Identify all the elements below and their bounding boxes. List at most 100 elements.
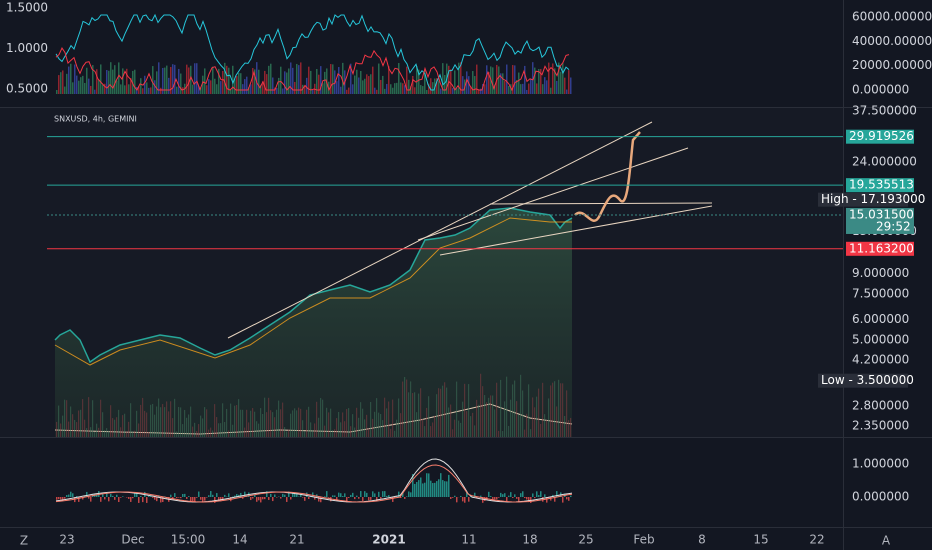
osc-bar: [368, 76, 370, 94]
macd-bar: [198, 491, 200, 497]
macd-bar: [84, 495, 86, 497]
osc-bar: [180, 73, 182, 94]
osc-bar: [370, 74, 372, 94]
osc-bar: [158, 62, 160, 94]
macd-bar: [494, 497, 496, 500]
osc-bar: [492, 67, 494, 94]
macd-bar: [388, 495, 390, 497]
volume-bar: [96, 423, 98, 437]
macd-bar: [380, 497, 382, 499]
volume-bar: [202, 418, 204, 437]
volume-bar: [220, 423, 222, 437]
volume-bar: [372, 418, 374, 437]
macd-bar: [326, 491, 328, 497]
volume-bar: [238, 399, 240, 437]
macd-bar: [86, 491, 88, 497]
macd-bar: [558, 494, 560, 497]
volume-bar: [440, 388, 442, 437]
osc-bar: [284, 71, 286, 94]
osc-bar: [194, 63, 196, 94]
osc-bar: [210, 80, 212, 94]
macd-bar: [464, 497, 466, 503]
osc-bar: [566, 89, 568, 94]
volume-bar: [432, 422, 434, 437]
osc-bar: [382, 75, 384, 94]
macd-bar: [390, 497, 392, 499]
volume-bar: [382, 420, 384, 437]
osc-bar: [390, 84, 392, 94]
osc-bar: [248, 87, 250, 94]
macd-bar: [398, 491, 400, 497]
osc-bar: [342, 62, 344, 94]
macd-bar: [468, 497, 470, 502]
price-label-box: [818, 192, 908, 207]
macd-bar: [400, 497, 402, 498]
volume-bar: [350, 426, 352, 437]
volume-bar: [112, 418, 114, 437]
osc-bar: [466, 71, 468, 94]
osc-bar: [138, 86, 140, 94]
volume-bar: [74, 419, 76, 437]
volume-bar: [294, 408, 296, 437]
macd-bar: [222, 497, 224, 501]
macd-bar: [404, 497, 406, 499]
volume-bar: [462, 401, 464, 437]
time-label: 21: [289, 533, 304, 547]
macd-bar: [412, 474, 414, 497]
osc-bar: [514, 65, 516, 94]
price-tick-label: 4.200000: [852, 352, 909, 366]
volume-bar: [482, 386, 484, 437]
osc-bar: [170, 66, 172, 94]
volume-bar: [322, 399, 324, 437]
price-line: [54, 207, 573, 364]
volume-bar: [240, 409, 242, 437]
osc-bar: [148, 87, 150, 94]
osc-bar: [110, 62, 112, 94]
osc-bar: [486, 65, 488, 94]
macd-bar: [448, 474, 450, 497]
osc-bar: [554, 68, 556, 94]
macd-bar: [260, 497, 262, 503]
macd-bar: [286, 497, 288, 502]
macd-bar: [110, 493, 112, 497]
osc-bar: [96, 69, 98, 94]
volume-bar: [480, 373, 482, 437]
volume-bar: [190, 406, 192, 437]
osc-bar: [568, 70, 570, 94]
osc-bar: [174, 64, 176, 94]
macd-bar: [516, 497, 518, 499]
volume-bar: [168, 411, 170, 437]
volume-bar: [222, 403, 224, 437]
osc-bar: [484, 84, 486, 94]
osc-bar: [258, 69, 260, 94]
macd-bar: [224, 494, 226, 497]
scale-button[interactable]: A: [882, 534, 891, 548]
left-tick-label: 1.5000: [6, 1, 48, 15]
volume-bar: [380, 414, 382, 437]
osc-bar: [146, 82, 148, 94]
volume-bar: [110, 405, 112, 437]
osc-bar: [542, 84, 544, 94]
macd-bar: [120, 497, 122, 498]
osc-bar: [92, 65, 94, 94]
volume-bar: [178, 406, 180, 437]
price-area: [55, 208, 572, 437]
volume-bar: [376, 398, 378, 437]
macd-bar: [196, 497, 198, 498]
volume-bar: [64, 399, 66, 437]
macd-bar: [244, 491, 246, 497]
volume-bar: [316, 401, 318, 437]
osc-bar: [204, 68, 206, 94]
osc-bar: [546, 80, 548, 94]
osc-bar: [250, 84, 252, 94]
volume-bar: [234, 405, 236, 437]
macd-bar: [372, 491, 374, 497]
scale-button[interactable]: Z: [20, 534, 28, 548]
macd-bar: [192, 497, 194, 503]
osc-bar: [488, 72, 490, 94]
volume-bar: [288, 429, 290, 437]
macd-bar: [358, 497, 360, 499]
osc-bar: [238, 72, 240, 94]
volume-bar: [144, 410, 146, 437]
